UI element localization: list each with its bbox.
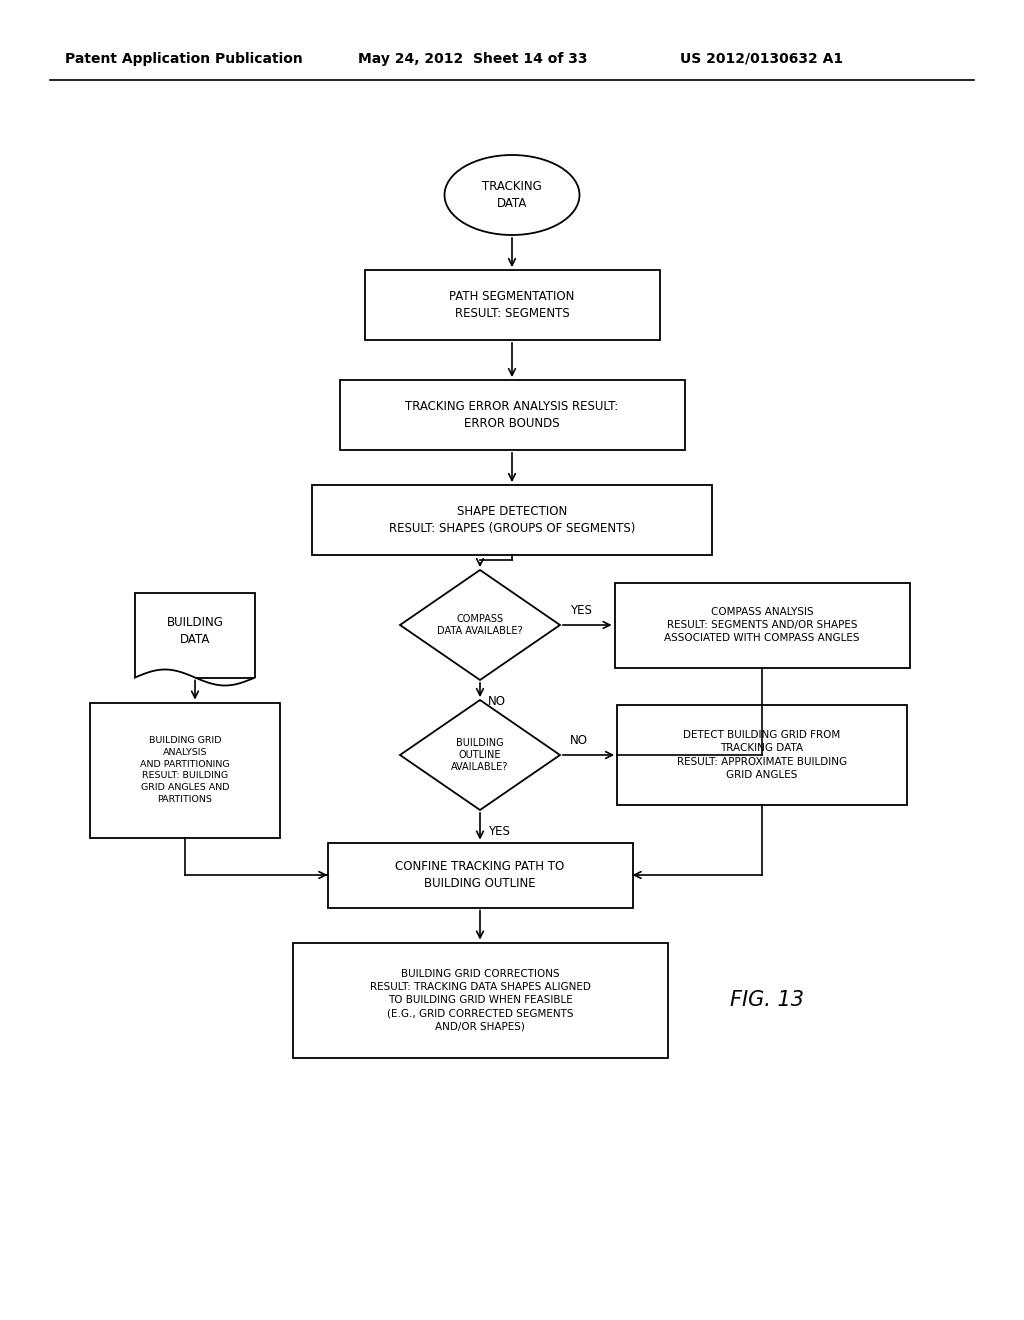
Text: PATH SEGMENTATION
RESULT: SEGMENTS: PATH SEGMENTATION RESULT: SEGMENTS (450, 290, 574, 319)
Text: CONFINE TRACKING PATH TO
BUILDING OUTLINE: CONFINE TRACKING PATH TO BUILDING OUTLIN… (395, 861, 564, 890)
Text: NO: NO (488, 696, 506, 708)
Text: SHAPE DETECTION
RESULT: SHAPES (GROUPS OF SEGMENTS): SHAPE DETECTION RESULT: SHAPES (GROUPS O… (389, 506, 635, 535)
Text: US 2012/0130632 A1: US 2012/0130632 A1 (680, 51, 843, 66)
Bar (365, 271, 659, 341)
Text: May 24, 2012  Sheet 14 of 33: May 24, 2012 Sheet 14 of 33 (358, 51, 588, 66)
Text: Patent Application Publication: Patent Application Publication (65, 51, 303, 66)
Text: COMPASS
DATA AVAILABLE?: COMPASS DATA AVAILABLE? (437, 614, 523, 636)
Bar (293, 942, 668, 1057)
Bar (614, 582, 909, 668)
Bar (135, 593, 255, 677)
Text: TRACKING ERROR ANALYSIS RESULT:
ERROR BOUNDS: TRACKING ERROR ANALYSIS RESULT: ERROR BO… (406, 400, 618, 430)
Text: YES: YES (488, 825, 510, 838)
Text: YES: YES (570, 605, 592, 616)
Bar (340, 380, 684, 450)
Polygon shape (400, 570, 560, 680)
Text: BUILDING GRID
ANALYSIS
AND PARTITIONING
RESULT: BUILDING
GRID ANGLES AND
PARTITI: BUILDING GRID ANALYSIS AND PARTITIONING … (140, 737, 229, 804)
Text: TRACKING
DATA: TRACKING DATA (482, 180, 542, 210)
Text: FIG. 13: FIG. 13 (730, 990, 804, 1010)
Text: COMPASS ANALYSIS
RESULT: SEGMENTS AND/OR SHAPES
ASSOCIATED WITH COMPASS ANGLES: COMPASS ANALYSIS RESULT: SEGMENTS AND/OR… (665, 607, 860, 643)
Text: BUILDING
OUTLINE
AVAILABLE?: BUILDING OUTLINE AVAILABLE? (452, 738, 509, 772)
Ellipse shape (444, 154, 580, 235)
Bar (617, 705, 907, 805)
Bar (312, 484, 712, 554)
Text: BUILDING
DATA: BUILDING DATA (167, 616, 223, 645)
Text: DETECT BUILDING GRID FROM
TRACKING DATA
RESULT: APPROXIMATE BUILDING
GRID ANGLES: DETECT BUILDING GRID FROM TRACKING DATA … (677, 730, 847, 780)
Text: BUILDING GRID CORRECTIONS
RESULT: TRACKING DATA SHAPES ALIGNED
TO BUILDING GRID : BUILDING GRID CORRECTIONS RESULT: TRACKI… (370, 969, 591, 1031)
Polygon shape (400, 700, 560, 810)
Bar (90, 702, 280, 837)
Text: NO: NO (570, 734, 588, 747)
Bar (328, 842, 633, 908)
